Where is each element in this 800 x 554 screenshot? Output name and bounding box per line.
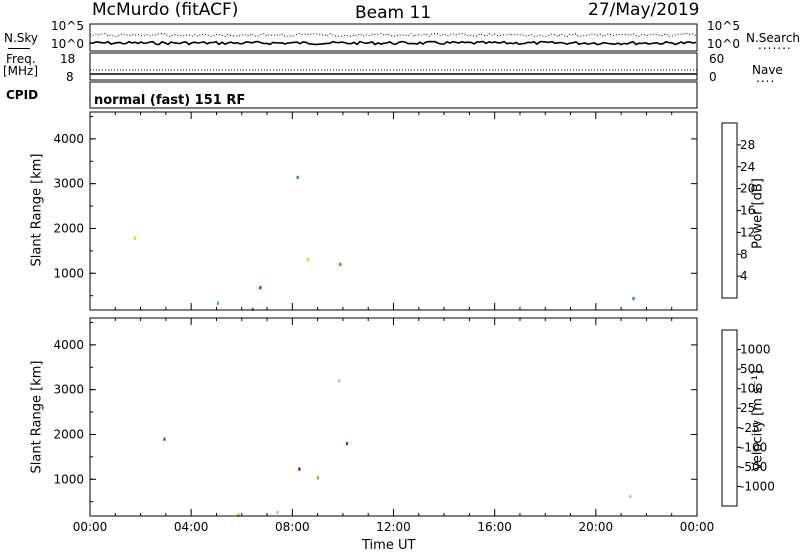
echo-cell xyxy=(237,513,240,517)
echo-cell xyxy=(339,262,342,266)
echo-cell xyxy=(316,476,319,480)
freq-panel-frame xyxy=(89,52,698,81)
velocity-colorbar-tick-label: -1000 xyxy=(740,479,775,493)
station-title: McMurdo (fitACF) xyxy=(92,0,239,20)
x-tick-label: 16:00 xyxy=(477,520,512,534)
nsearch-label: N.Search xyxy=(746,31,800,45)
nsearch-series xyxy=(89,32,697,38)
y-tick-label: 3000 xyxy=(53,177,84,191)
sky-tick-top-left: 10^5 xyxy=(51,19,84,33)
nave-tick-bottom: 0 xyxy=(709,70,717,84)
power-colorbar-tick-label: 4 xyxy=(740,269,748,283)
sky-tick-bottom-left: 10^0 xyxy=(51,37,84,51)
y-tick-label: 4000 xyxy=(53,338,84,352)
nsky-legend-line xyxy=(8,48,30,49)
y-tick-label: 1000 xyxy=(53,266,84,280)
sky-tick-top-right: 10^5 xyxy=(707,19,740,33)
echo-cell xyxy=(251,307,254,311)
cpid-panel-frame xyxy=(89,81,698,109)
velocity-panel-frame xyxy=(89,317,698,517)
freq-tick-bottom: 8 xyxy=(66,70,74,84)
y-tick-label: 3000 xyxy=(53,383,84,397)
sky-panel-frame xyxy=(89,23,698,52)
cpid-label: CPID xyxy=(6,88,39,102)
nsky-label: N.Sky xyxy=(4,31,39,45)
velocity-colorbar-tick-label: -100 xyxy=(740,440,767,454)
sky-tick-bottom-right: 10^0 xyxy=(707,37,740,51)
echo-cell xyxy=(259,286,262,290)
echo-cell xyxy=(276,510,279,514)
velocity-echo-scatter xyxy=(163,379,632,517)
nave-tick-top: 60 xyxy=(709,52,725,66)
power-panel-frame xyxy=(89,111,698,311)
echo-cell xyxy=(296,175,299,179)
x-tick-label: 20:00 xyxy=(579,520,614,534)
freq-unit: [MHz] xyxy=(3,64,39,78)
power-ylabel: Slant Range [km] xyxy=(29,153,45,267)
beam-title: Beam 11 xyxy=(355,3,432,23)
velocity-colorbar-tick-label: 1000 xyxy=(740,343,771,357)
echo-cell xyxy=(163,437,166,441)
power-colorbar-tick-label: 28 xyxy=(740,138,755,152)
echo-cell xyxy=(338,379,341,383)
echo-cell xyxy=(629,495,632,499)
x-tick-label: 00:00 xyxy=(680,520,715,534)
nsky-series xyxy=(89,40,697,46)
cpid-text: normal (fast) 151 RF xyxy=(94,93,246,108)
power-colorbar-frame xyxy=(721,122,738,299)
y-tick-label: 2000 xyxy=(53,427,84,441)
velocity-colorbar-frame xyxy=(721,329,738,507)
velocity-colorbar-label: Velocity [m s⁻¹] xyxy=(750,370,766,471)
power-colorbar-tick-label: 16 xyxy=(740,204,755,218)
power-colorbar-tick-label: 12 xyxy=(740,225,755,239)
velocity-colorbar-tick-label: -500 xyxy=(740,460,767,474)
x-axis-label: Time UT xyxy=(362,538,416,553)
echo-cell xyxy=(216,301,220,305)
x-tick-label: 12:00 xyxy=(376,520,411,534)
power-echo-scatter xyxy=(133,175,635,311)
power-colorbar-tick-label: 8 xyxy=(740,247,748,261)
x-tick-label: 00:00 xyxy=(73,520,108,534)
nsearch-legend-dots: ....... xyxy=(758,38,792,52)
velocity-colorbar-tick-label: -25 xyxy=(740,421,760,435)
velocity-colorbar-tick-label: 100 xyxy=(740,382,763,396)
nave-legend-dots: .... xyxy=(756,71,776,85)
echo-cell xyxy=(133,236,137,240)
power-colorbar-tick-label: 20 xyxy=(740,182,755,196)
echo-cell xyxy=(632,297,635,301)
x-tick-label: 04:00 xyxy=(174,520,209,534)
echo-cell xyxy=(345,442,349,446)
echo-cell xyxy=(307,257,310,262)
y-tick-label: 2000 xyxy=(53,221,84,235)
power-colorbar-label: Power [dB] xyxy=(750,178,766,249)
velocity-colorbar-tick-label: 500 xyxy=(740,362,763,376)
velocity-ylabel: Slant Range [km] xyxy=(29,360,45,474)
velocity-colorbar-tick-label: 25 xyxy=(740,401,755,415)
freq-tick-top: 18 xyxy=(60,52,76,66)
power-colorbar-tick-label: 24 xyxy=(740,160,755,174)
nave-label: Nave xyxy=(752,63,783,77)
y-tick-label: 4000 xyxy=(53,132,84,146)
echo-cell xyxy=(298,467,301,471)
y-tick-label: 1000 xyxy=(53,472,84,486)
x-tick-label: 08:00 xyxy=(275,520,310,534)
date-title: 27/May/2019 xyxy=(588,0,700,20)
freq-label: Freq. xyxy=(6,52,36,66)
